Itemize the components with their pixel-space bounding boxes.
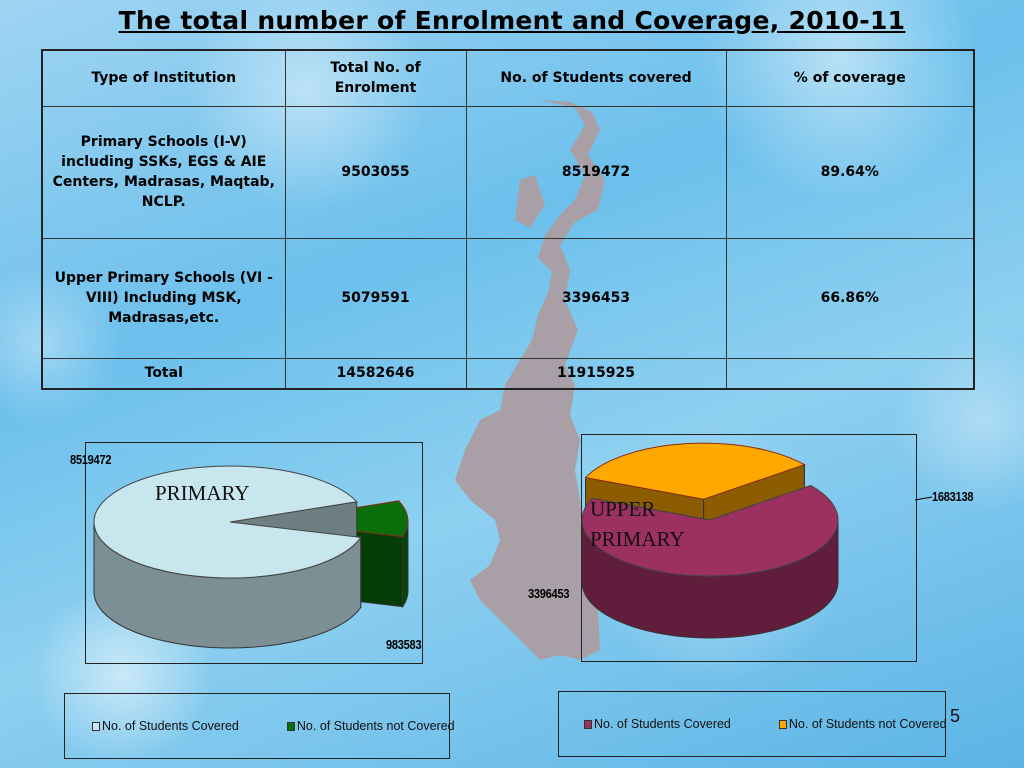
table-header: No. of Students covered (465, 49, 727, 107)
pie-slice-top (93, 465, 362, 579)
table-row: Total 14582646 11915925 (41, 357, 975, 390)
page-number: 5 (950, 706, 961, 726)
legend-label: No. of Students Covered (102, 719, 239, 733)
data-label: 983583 (386, 637, 422, 652)
table-header: % of coverage (725, 49, 975, 107)
legend-swatch (286, 721, 295, 731)
slide-title: The total number of Enrolment and Covera… (118, 6, 906, 35)
legend-swatch (584, 719, 592, 729)
legend-label: No. of Students not Covered (296, 719, 455, 733)
table-cell: Total (41, 357, 286, 390)
legend-entry: No. of Students not Covered (286, 719, 455, 733)
legend-swatch (778, 719, 787, 729)
table-cell (725, 357, 975, 390)
table-cell: Upper Primary Schools (VI - VIII) Includ… (41, 237, 286, 359)
enrolment-table: Type of Institution Total No. of Enrolme… (41, 49, 975, 390)
upper-primary-chart-legend: No. of Students Covered No. of Students … (558, 691, 947, 757)
primary-chart-name: PRIMARY (155, 481, 250, 505)
table-cell: 11915925 (465, 357, 727, 390)
legend-entry: No. of Students Covered (92, 719, 239, 733)
legend-label: No. of Students Covered (594, 717, 731, 731)
table-cell: 89.64% (725, 105, 975, 239)
primary-chart-legend: No. of Students Covered No. of Students … (64, 693, 455, 759)
pie-slice (581, 484, 839, 639)
primary-chart-frame (85, 442, 423, 664)
legend-swatch (92, 721, 100, 731)
table-cell: 8519472 (465, 105, 727, 239)
legend-entry: No. of Students not Covered (778, 717, 947, 731)
legend-label: No. of Students not Covered (788, 717, 947, 731)
pie-slice-top (584, 442, 806, 500)
table-cell: 14582646 (284, 357, 467, 390)
table-header: Type of Institution (41, 49, 286, 107)
table-cell: 5079591 (284, 237, 467, 359)
pie-slice-top (581, 484, 839, 577)
label-leader-line (914, 496, 933, 501)
table-cell: 9503055 (284, 105, 467, 239)
data-label: 3396453 (528, 586, 570, 601)
legend-entry: No. of Students Covered (584, 717, 731, 731)
data-label: 1683138 (932, 489, 974, 504)
data-label: 8519472 (70, 452, 112, 467)
upper-primary-chart-name: UPPER PRIMARY (590, 497, 685, 551)
table-cell: Primary Schools (I-V) including SSKs, EG… (41, 105, 286, 239)
table-header-row: Type of Institution Total No. of Enrolme… (41, 49, 975, 107)
pie-slice (93, 465, 362, 649)
table-row: Primary Schools (I-V) including SSKs, EG… (41, 105, 975, 239)
table-cell: 3396453 (465, 237, 727, 359)
